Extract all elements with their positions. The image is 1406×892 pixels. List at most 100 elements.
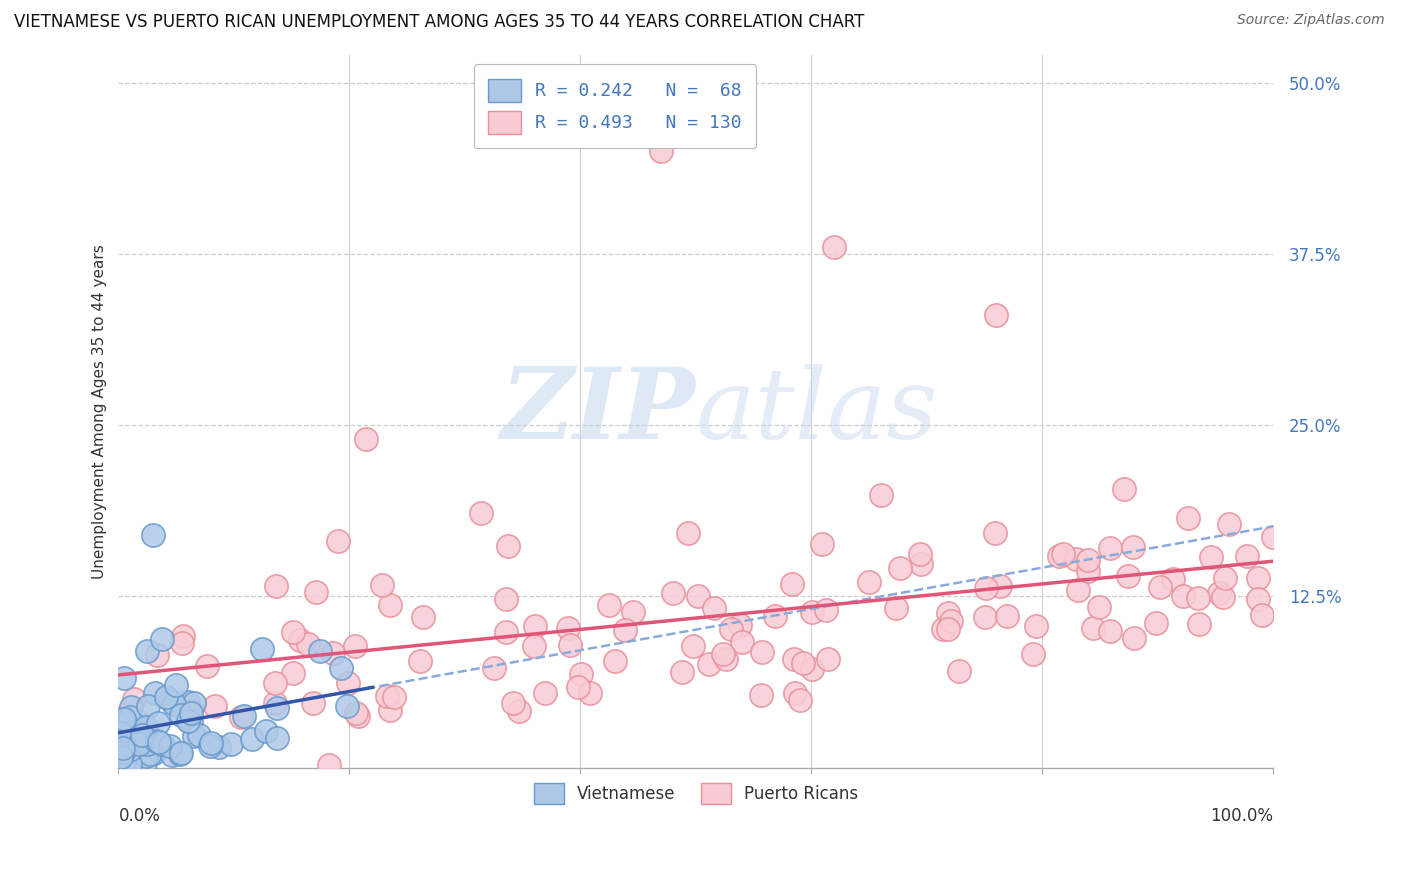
Point bbox=[155, 690, 177, 704]
Point bbox=[910, 557, 932, 571]
Point bbox=[110, 711, 132, 725]
Point bbox=[792, 656, 814, 670]
Point bbox=[371, 578, 394, 592]
Point bbox=[150, 737, 173, 751]
Point bbox=[159, 739, 181, 753]
Point bbox=[800, 606, 823, 620]
Point bbox=[344, 639, 367, 653]
Y-axis label: Unemployment Among Ages 35 to 44 years: Unemployment Among Ages 35 to 44 years bbox=[93, 244, 107, 579]
Point bbox=[136, 644, 159, 658]
Point bbox=[208, 740, 231, 755]
Point bbox=[598, 599, 620, 613]
Point bbox=[697, 657, 720, 671]
Point bbox=[1021, 647, 1043, 661]
Point bbox=[254, 724, 277, 739]
Point bbox=[165, 678, 187, 692]
Point bbox=[1099, 541, 1122, 556]
Point bbox=[229, 709, 252, 723]
Point bbox=[336, 698, 359, 713]
Point bbox=[187, 728, 209, 742]
Point bbox=[409, 654, 432, 668]
Point bbox=[180, 715, 202, 730]
Point bbox=[180, 706, 202, 720]
Point bbox=[108, 750, 131, 764]
Point bbox=[1213, 571, 1236, 585]
Point bbox=[817, 652, 839, 666]
Point bbox=[131, 728, 153, 742]
Point bbox=[200, 739, 222, 753]
Point bbox=[263, 676, 285, 690]
Point bbox=[823, 240, 845, 254]
Point bbox=[1187, 591, 1209, 606]
Point bbox=[558, 638, 581, 652]
Point bbox=[219, 737, 242, 751]
Point bbox=[240, 732, 263, 747]
Text: VIETNAMESE VS PUERTO RICAN UNEMPLOYMENT AMONG AGES 35 TO 44 YEARS CORRELATION CH: VIETNAMESE VS PUERTO RICAN UNEMPLOYMENT … bbox=[14, 13, 865, 31]
Point bbox=[1077, 552, 1099, 566]
Point bbox=[1025, 619, 1047, 633]
Point bbox=[145, 686, 167, 700]
Point bbox=[115, 740, 138, 755]
Point bbox=[908, 547, 931, 561]
Point bbox=[502, 696, 524, 710]
Point bbox=[569, 666, 592, 681]
Point bbox=[120, 742, 142, 756]
Point bbox=[266, 731, 288, 746]
Point bbox=[122, 723, 145, 738]
Point bbox=[984, 309, 1007, 323]
Point bbox=[751, 645, 773, 659]
Point bbox=[110, 726, 132, 740]
Point bbox=[135, 748, 157, 763]
Point bbox=[288, 632, 311, 647]
Text: 0.0%: 0.0% bbox=[118, 807, 160, 825]
Point bbox=[1118, 569, 1140, 583]
Point bbox=[662, 586, 685, 600]
Point bbox=[1112, 483, 1135, 497]
Point bbox=[142, 746, 165, 760]
Point bbox=[1064, 552, 1087, 566]
Point bbox=[650, 144, 672, 158]
Point bbox=[1201, 549, 1223, 564]
Text: atlas: atlas bbox=[696, 364, 939, 459]
Point bbox=[713, 647, 735, 661]
Point bbox=[1099, 624, 1122, 638]
Point bbox=[150, 632, 173, 646]
Point bbox=[297, 636, 319, 650]
Point bbox=[110, 737, 132, 751]
Point bbox=[163, 697, 186, 711]
Point bbox=[603, 654, 626, 668]
Point bbox=[682, 640, 704, 654]
Point bbox=[1177, 511, 1199, 525]
Point bbox=[380, 599, 402, 613]
Point bbox=[176, 714, 198, 729]
Point bbox=[1188, 616, 1211, 631]
Point bbox=[114, 715, 136, 730]
Point bbox=[308, 644, 330, 658]
Point bbox=[112, 739, 135, 754]
Point bbox=[146, 716, 169, 731]
Point bbox=[995, 609, 1018, 624]
Point bbox=[204, 699, 226, 714]
Point bbox=[120, 699, 142, 714]
Point bbox=[128, 737, 150, 751]
Point bbox=[936, 622, 959, 636]
Point bbox=[305, 585, 328, 599]
Point bbox=[266, 700, 288, 714]
Point bbox=[110, 718, 132, 732]
Point bbox=[948, 664, 970, 678]
Point bbox=[318, 757, 340, 772]
Point bbox=[125, 730, 148, 744]
Point bbox=[142, 527, 165, 541]
Point bbox=[1077, 564, 1099, 578]
Point bbox=[127, 734, 149, 748]
Point bbox=[124, 691, 146, 706]
Point bbox=[176, 695, 198, 709]
Point bbox=[162, 747, 184, 762]
Point bbox=[281, 625, 304, 640]
Point bbox=[671, 665, 693, 680]
Point bbox=[1081, 621, 1104, 635]
Point bbox=[1088, 600, 1111, 615]
Text: 100.0%: 100.0% bbox=[1211, 807, 1274, 825]
Point bbox=[1123, 632, 1146, 646]
Point bbox=[146, 648, 169, 662]
